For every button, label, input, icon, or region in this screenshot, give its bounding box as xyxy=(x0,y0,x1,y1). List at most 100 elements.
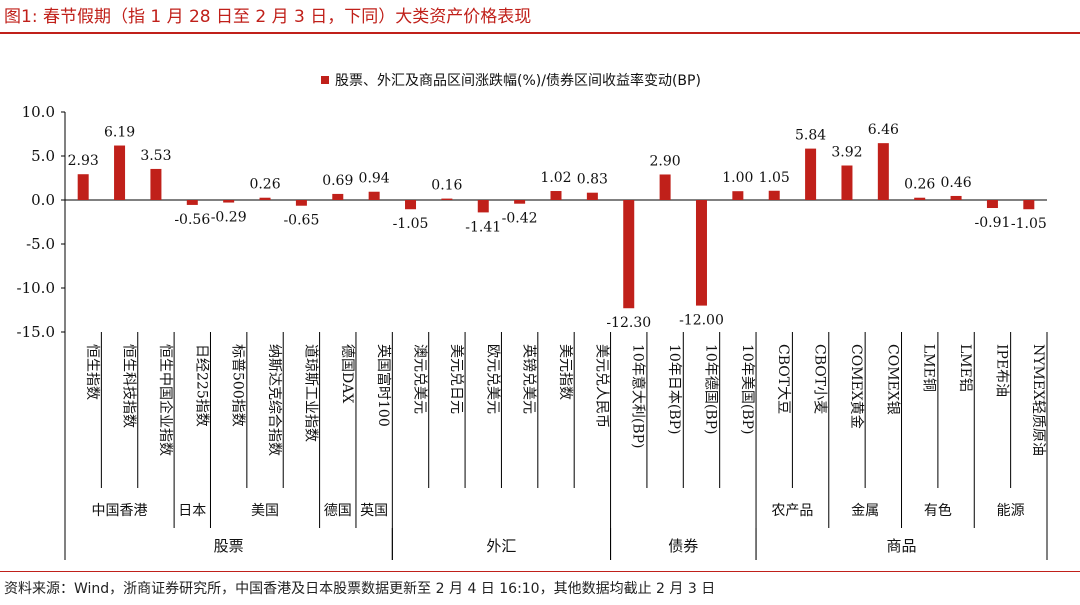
figure-title: 图1: 春节假期（指 1 月 28 日至 2 月 3 日，下同）大类资产价格表现 xyxy=(4,2,531,27)
category-label: IPE布油 xyxy=(993,344,1009,397)
data-label: 1.02 xyxy=(540,170,571,186)
category-label: COMEX银 xyxy=(884,344,900,415)
subgroup-label: 农产品 xyxy=(771,503,813,519)
bar xyxy=(223,200,235,203)
category-label: 10年日本(BP) xyxy=(666,344,682,434)
bar xyxy=(586,192,598,200)
category-label: 纳斯达克综合指数 xyxy=(266,344,282,456)
bar xyxy=(841,165,853,200)
group-dividers xyxy=(64,332,1048,560)
data-label: 0.94 xyxy=(359,171,390,187)
data-label: -1.05 xyxy=(393,216,429,232)
bar xyxy=(914,197,926,200)
bar xyxy=(877,143,889,200)
source-rule xyxy=(0,571,1080,572)
category-label: 美元指数 xyxy=(557,344,573,400)
category-label: CBOT小麦 xyxy=(812,344,828,414)
category-label: LME铜 xyxy=(921,344,937,392)
y-tick-label: 5.0 xyxy=(31,147,55,165)
bars: 2.93 6.19 3.53 -0.56 -0.29 0.26 -0.65 0.69 0.94 -… xyxy=(68,122,1047,331)
category-labels: 恒生指数 恒生科技指数 恒生中国企业指数 日经225指数 标普500指数 纳斯达克综合指数… xyxy=(84,344,1046,555)
category-label: 澳元兑美元 xyxy=(412,344,428,414)
data-label: -0.56 xyxy=(174,212,210,228)
data-label: 2.93 xyxy=(68,153,99,169)
data-label: -0.91 xyxy=(974,215,1010,231)
data-label: 5.84 xyxy=(795,128,826,144)
figure-label: 图1: xyxy=(4,7,38,27)
bar xyxy=(441,198,453,200)
bar xyxy=(623,200,635,309)
subgroup-label: 能源 xyxy=(997,503,1025,519)
subgroup-label: 日本 xyxy=(178,503,206,519)
category-label: 10年意大利(BP) xyxy=(630,344,647,448)
legend-swatch xyxy=(321,76,329,84)
bar xyxy=(114,145,126,200)
data-label: -0.42 xyxy=(502,211,538,227)
data-label: 0.83 xyxy=(577,172,608,188)
bar xyxy=(405,200,417,210)
data-label: -0.29 xyxy=(211,210,247,226)
category-label: 恒生科技指数 xyxy=(121,344,137,428)
data-label: -0.65 xyxy=(283,213,319,229)
y-tick-label: 10.0 xyxy=(22,103,55,121)
category-label: 恒生指数 xyxy=(84,344,100,400)
source-note: 资料来源：Wind，浙商证券研究所，中国香港及日本股票数据更新至 2 月 4 日… xyxy=(4,581,716,597)
data-label: 1.00 xyxy=(722,170,753,186)
bar xyxy=(477,200,489,213)
data-label: 0.26 xyxy=(904,177,935,193)
category-label: 欧元兑美元 xyxy=(484,344,500,414)
bar xyxy=(805,148,817,200)
bar xyxy=(950,195,962,200)
data-label: 0.69 xyxy=(322,173,353,189)
legend: 股票、外汇及商品区间涨跌幅(%)/债券区间收益率变动(BP) xyxy=(321,72,701,89)
category-label: CBOT大豆 xyxy=(775,344,791,414)
category-label: 美元兑日元 xyxy=(448,344,464,414)
figure-title-text: 春节假期（指 1 月 28 日至 2 月 3 日，下同）大类资产价格表现 xyxy=(42,7,532,27)
category-label: 道琼斯工业指数 xyxy=(302,344,318,442)
category-label: 英镑兑美元 xyxy=(521,344,538,414)
bar xyxy=(695,200,707,306)
category-label: 恒生中国企业指数 xyxy=(157,344,174,456)
bar xyxy=(514,200,526,204)
data-label: 6.46 xyxy=(868,122,899,138)
group-label: 商品 xyxy=(887,537,917,555)
subgroup-label: 金属 xyxy=(851,503,879,519)
data-label: 3.92 xyxy=(831,145,862,161)
bar xyxy=(295,200,307,206)
bar xyxy=(77,174,89,200)
data-label: -1.05 xyxy=(1011,216,1047,232)
data-label: -12.30 xyxy=(606,315,651,331)
bar xyxy=(768,190,780,200)
bar xyxy=(659,174,671,200)
subgroup-label: 中国香港 xyxy=(92,503,148,519)
bar xyxy=(986,200,998,209)
bar xyxy=(550,191,562,200)
bar xyxy=(186,200,198,205)
category-label: 标普500指数 xyxy=(230,344,246,427)
group-label: 外汇 xyxy=(486,537,516,555)
y-tick-label: -5.0 xyxy=(26,235,55,253)
category-label: COMEX黄金 xyxy=(848,344,865,429)
data-label: 2.90 xyxy=(650,153,681,169)
category-label: 美元兑人民币 xyxy=(593,344,609,428)
data-label: -1.41 xyxy=(465,219,501,235)
subgroup-label: 美国 xyxy=(251,503,279,519)
data-label: 6.19 xyxy=(104,125,135,141)
y-tick-label: -15.0 xyxy=(17,323,55,341)
bar xyxy=(732,191,744,200)
legend-label: 股票、外汇及商品区间涨跌幅(%)/债券区间收益率变动(BP) xyxy=(335,72,701,89)
bar xyxy=(332,193,344,200)
title-rule xyxy=(0,32,1080,34)
category-label: LME铝 xyxy=(957,344,973,392)
bar xyxy=(259,197,271,200)
subgroup-label: 有色 xyxy=(924,502,952,519)
bar xyxy=(150,168,162,200)
bar-chart: 股票、外汇及商品区间涨跌幅(%)/债券区间收益率变动(BP) 10.0 5.0 0.… xyxy=(17,72,1048,560)
category-label: 英国富时100 xyxy=(375,344,392,427)
data-label: 0.26 xyxy=(249,177,280,193)
axes: 10.0 5.0 0.0 -5.0 -10.0 -15.0 xyxy=(17,103,1047,560)
data-label: 1.05 xyxy=(759,170,790,186)
bar xyxy=(368,191,380,200)
category-label: 德国DAX xyxy=(339,344,355,403)
data-label: -12.00 xyxy=(679,313,724,329)
